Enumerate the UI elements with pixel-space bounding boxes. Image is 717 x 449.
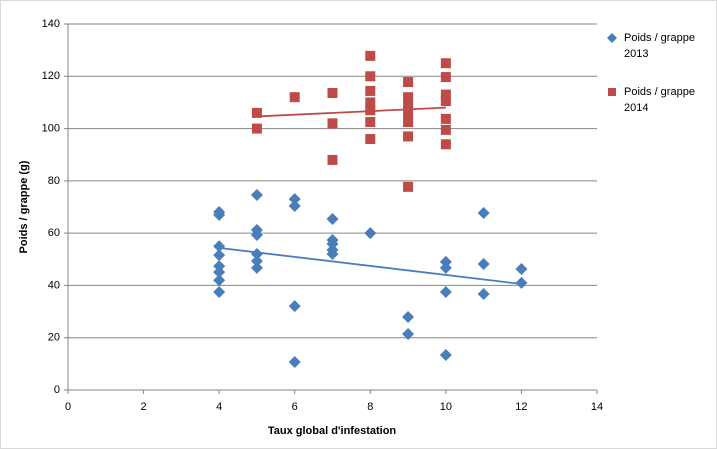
point [440,89,451,100]
point [250,248,263,261]
point [365,117,376,128]
point [288,199,301,212]
y-tick-label: 140 [42,18,60,30]
point [477,207,490,220]
point [515,276,528,289]
point [439,261,452,274]
point [365,105,376,116]
y-tick-label: 20 [48,332,60,344]
point [477,257,490,270]
point [250,255,263,268]
point [402,328,415,341]
point [327,88,338,99]
point [213,274,226,287]
point [327,154,338,165]
x-tick-label: 4 [216,401,222,413]
y-axis-label: Poids / grappe (g) [18,160,30,253]
point [213,266,226,279]
point [250,261,263,274]
legend-marker [608,88,616,96]
point [440,113,451,124]
y-tick-label: 0 [54,384,60,396]
point [326,237,339,250]
y-tick-label: 40 [48,279,60,291]
legend-label: Poids / grappe 2013 [624,32,695,60]
point [251,123,262,134]
point [365,50,376,61]
x-tick-label: 8 [367,401,373,413]
point [403,181,414,192]
x-tick-label: 10 [440,401,452,413]
point [326,248,339,261]
point [515,262,528,275]
point [403,107,414,118]
point [403,100,414,111]
point [440,96,451,107]
legend-label: Poids / grappe 2014 [624,86,695,114]
point [440,58,451,69]
point [402,311,415,324]
point [327,118,338,129]
point [213,208,226,221]
point [213,249,226,262]
point [213,240,226,253]
y-tick-label: 100 [42,122,60,134]
point [213,285,226,298]
x-tick-label: 2 [141,401,147,413]
y-tick-label: 80 [48,175,60,187]
x-tick-label: 12 [515,401,527,413]
x-axis-label: Taux global d'infestation [268,425,397,437]
point [477,288,490,301]
point [439,348,452,361]
point [439,255,452,268]
x-tick-label: 0 [65,401,71,413]
point [365,134,376,145]
y-tick-label: 120 [42,70,60,82]
point [440,124,451,135]
y-tick-label: 60 [48,227,60,239]
trendline [256,106,446,118]
point [289,92,300,103]
point [440,72,451,83]
point [365,71,376,82]
point [288,356,301,369]
x-tick-label: 14 [591,401,603,413]
point [288,193,301,206]
point [403,131,414,142]
point [250,228,263,241]
trendline [219,247,522,285]
point [213,260,226,273]
point [403,117,414,128]
point [365,85,376,96]
point [288,300,301,313]
point [403,77,414,88]
point [326,213,339,226]
point [440,139,451,150]
point [251,107,262,118]
point [250,188,263,201]
point [365,97,376,108]
point [364,227,377,240]
point [403,92,414,103]
x-tick-label: 6 [292,401,298,413]
point [439,285,452,298]
legend-marker [607,33,617,43]
